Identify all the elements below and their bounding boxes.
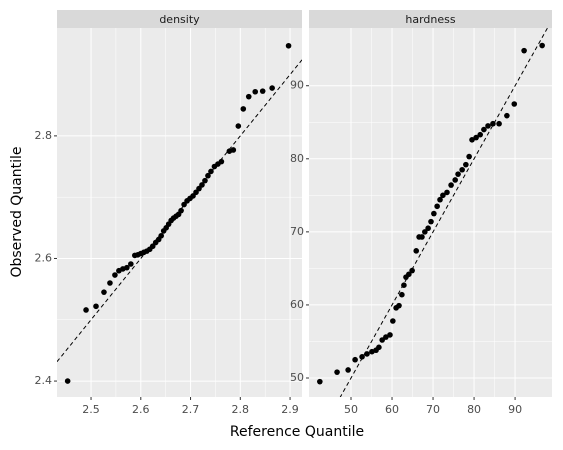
point [437, 196, 443, 203]
y-axis-title: Observed Quantile [9, 146, 25, 277]
x-tick-label: 90 [508, 403, 522, 416]
point [473, 134, 479, 141]
point [240, 106, 247, 112]
point [202, 177, 208, 184]
x-tick-label: 80 [467, 403, 481, 416]
point [401, 282, 407, 289]
point [252, 88, 259, 95]
point [485, 123, 491, 129]
point [235, 123, 242, 129]
point [93, 303, 99, 310]
strip [309, 10, 552, 28]
point [422, 229, 428, 235]
x-axis-title: Reference Quantile [230, 424, 364, 440]
x-tick-label: 2.7 [182, 403, 200, 416]
y-tick-label: 60 [290, 298, 304, 311]
strip-label: hardness [405, 13, 455, 26]
strip [57, 10, 302, 28]
point [269, 85, 275, 91]
point [409, 267, 415, 274]
point [477, 131, 484, 138]
y-tick-label: 70 [290, 225, 304, 238]
y-tick-label: 2.6 [35, 251, 53, 264]
point [469, 136, 475, 143]
y-tick-label: 2.8 [35, 129, 53, 142]
point [107, 280, 113, 286]
point [440, 192, 446, 199]
point [230, 147, 237, 153]
panel [57, 42, 302, 384]
point [359, 354, 365, 360]
x-tick-label: 60 [385, 403, 399, 416]
point [158, 232, 164, 239]
point [463, 161, 469, 168]
point [413, 248, 420, 254]
x-tick-label: 2.8 [232, 403, 250, 416]
point [259, 88, 266, 94]
y-tick-label: 80 [290, 152, 304, 165]
point [364, 351, 370, 357]
point [208, 168, 214, 175]
point [428, 218, 434, 225]
point [199, 182, 205, 188]
y-tick-label: 2.4 [35, 374, 53, 387]
point [406, 271, 412, 278]
point [431, 210, 437, 217]
point [496, 120, 502, 127]
point [64, 378, 71, 384]
panel [317, 28, 549, 397]
point [383, 334, 389, 340]
point [178, 207, 184, 214]
point [112, 272, 118, 278]
point [455, 171, 461, 177]
point [504, 112, 510, 119]
strip-label: density [159, 13, 200, 26]
point [83, 307, 89, 313]
point [128, 261, 134, 267]
point [444, 189, 450, 196]
point [425, 225, 431, 232]
x-tick-label: 2.9 [281, 403, 299, 416]
panel-background [309, 28, 552, 397]
point [481, 126, 487, 133]
point [317, 378, 323, 385]
point [521, 47, 527, 54]
point [345, 367, 351, 373]
point [459, 166, 465, 173]
y-tick-label: 50 [290, 371, 304, 384]
point [511, 101, 518, 107]
point [466, 153, 472, 160]
point [387, 332, 393, 338]
point [218, 158, 225, 165]
point [376, 344, 382, 351]
x-tick-label: 2.5 [82, 403, 100, 416]
point [399, 291, 405, 298]
point [285, 42, 292, 49]
point [396, 302, 402, 309]
x-tick-label: 50 [344, 403, 358, 416]
point [245, 93, 252, 100]
point [490, 120, 496, 127]
reference-line [57, 59, 302, 363]
point [205, 172, 211, 179]
reference-line [339, 28, 549, 397]
point [452, 177, 458, 183]
point [101, 289, 107, 295]
x-tick-label: 70 [426, 403, 440, 416]
point [539, 42, 545, 49]
point [390, 318, 396, 324]
point [448, 182, 454, 188]
point [334, 369, 340, 375]
y-tick-label: 90 [290, 79, 304, 92]
x-tick-label: 2.6 [132, 403, 150, 416]
point [352, 356, 358, 363]
point [434, 203, 440, 210]
point [124, 264, 130, 271]
point [419, 234, 425, 240]
